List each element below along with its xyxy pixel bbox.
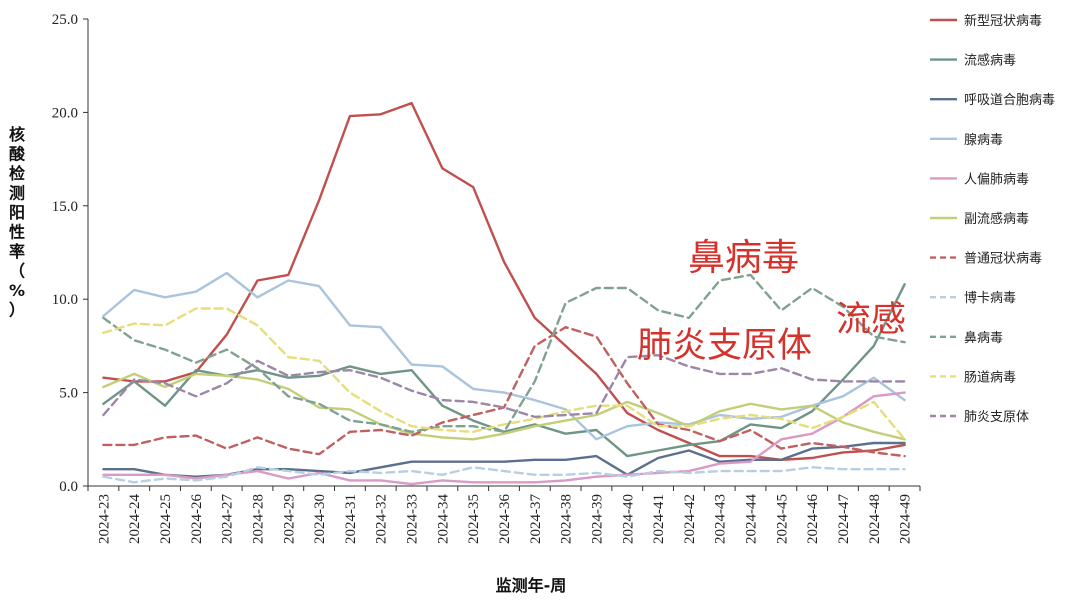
legend-label: 副流感病毒 [964, 211, 1029, 227]
legend-label: 普通冠状病毒 [964, 252, 1042, 267]
y-axis-title: 核酸检测阳性率（%） [9, 125, 26, 320]
legend-label: 博卡病毒 [964, 291, 1016, 306]
legend-label: 腺病毒 [964, 133, 1003, 148]
x-tick-label: 2024-24 [127, 494, 143, 544]
series-line [102, 466, 906, 484]
y-tick-label: 15.0 [52, 199, 78, 215]
series-line [102, 273, 906, 433]
legend: 新型冠状病毒流感病毒呼吸道合胞病毒腺病毒人偏肺病毒副流感病毒普通冠状病毒博卡病毒… [930, 13, 1055, 425]
legend-label: 肺炎支原体 [964, 410, 1029, 425]
x-tick-label: 2024-34 [435, 494, 451, 544]
x-tick-label: 2024-40 [620, 494, 636, 544]
series-line [102, 326, 906, 458]
x-tick-label: 2024-28 [250, 494, 266, 544]
legend-label: 流感病毒 [964, 53, 1016, 69]
y-tick-label: 10.0 [52, 292, 78, 308]
y-tick-label: 20.0 [52, 105, 78, 121]
x-tick-label: 2024-45 [774, 494, 790, 544]
x-tick-label: 2024-26 [189, 494, 205, 544]
y-tick-label: 0.0 [59, 479, 78, 495]
x-tick-label: 2024-23 [96, 494, 112, 544]
axes: 0.0 5.0 10.0 15.0 20.0 25.0 2024-23 2024-24 2024… [52, 12, 921, 544]
x-tick-label: 2024-37 [528, 494, 544, 544]
x-tick-label: 2024-27 [220, 494, 236, 544]
x-tick-label: 2024-33 [405, 494, 421, 544]
y-tick-label: 5.0 [59, 386, 78, 402]
x-tick-label: 2024-30 [312, 494, 328, 544]
x-tick-label: 2024-46 [805, 494, 821, 544]
x-tick-label: 2024-48 [867, 494, 883, 544]
overlay-influenza: 流感 [836, 300, 906, 340]
x-tick-label: 2024-41 [651, 494, 667, 544]
x-tick-label: 2024-39 [589, 494, 605, 544]
series-layer [102, 101, 906, 486]
x-tick-label: 2024-35 [466, 494, 482, 544]
series-line [102, 307, 906, 441]
x-tick-label: 2024-43 [713, 494, 729, 544]
x-tick-label: 2024-36 [497, 494, 513, 544]
legend-label: 肠道病毒 [964, 370, 1016, 385]
series-line [102, 101, 906, 461]
x-tick-label: 2024-38 [559, 494, 575, 544]
x-tick-label: 2024-25 [158, 494, 174, 544]
legend-label: 人偏肺病毒 [964, 172, 1029, 187]
overlay-mycoplasma: 肺炎支原体 [637, 326, 812, 366]
legend-label: 呼吸道合胞病毒 [964, 93, 1055, 108]
legend-label: 鼻病毒 [964, 330, 1003, 346]
overlay-rhinovirus: 鼻病毒 [688, 236, 799, 279]
y-tick-label: 25.0 [52, 12, 78, 28]
x-tick-label: 2024-44 [744, 494, 760, 544]
legend-label: 新型冠状病毒 [964, 13, 1042, 29]
x-tick-label: 2024-47 [836, 494, 852, 544]
series-line [102, 354, 906, 419]
x-tick-label: 2024-31 [343, 494, 359, 544]
x-axis-title: 监测年-周 [496, 576, 567, 595]
x-tick-label: 2024-42 [682, 494, 698, 544]
x-tick-label: 2024-29 [281, 494, 297, 544]
x-tick-label: 2024-32 [374, 494, 390, 544]
x-tick-label: 2024-49 [898, 494, 914, 544]
